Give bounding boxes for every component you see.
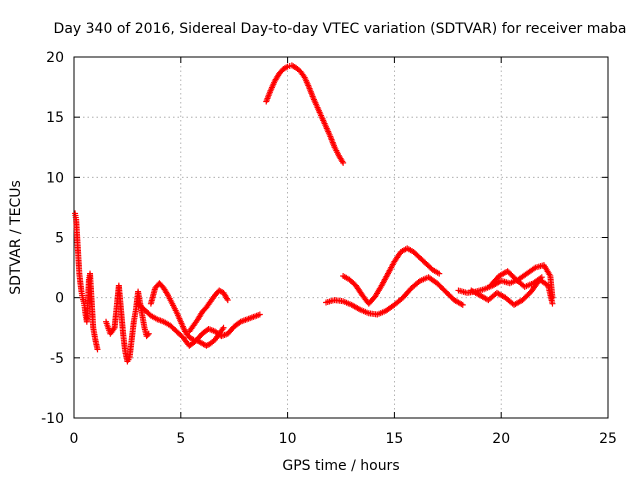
plot-frame (73, 56, 609, 419)
data-point (549, 300, 556, 307)
y-axis-label: SDTVAR / TECUs (8, 180, 24, 295)
data-point (436, 270, 443, 277)
x-tick-label: 0 (70, 431, 79, 447)
series-dip-1 (323, 274, 466, 318)
data-point (538, 274, 545, 281)
x-tick-label: 25 (599, 431, 617, 447)
series-early-scatter (72, 210, 101, 353)
y-tick-label: 5 (55, 231, 64, 247)
data-point (340, 159, 347, 166)
tick-labels: 0 5 10 15 20 25 -10 -5 0 5 10 15 20 (41, 50, 617, 447)
series-arc-a (147, 280, 227, 349)
chart-title: Day 340 of 2016, Sidereal Day-to-day VTE… (54, 21, 627, 37)
x-tick-label: 20 (492, 431, 510, 447)
y-tick-label: 0 (55, 291, 64, 307)
data-point (94, 346, 101, 353)
y-tick-label: 10 (46, 170, 64, 186)
series-hump (340, 245, 443, 307)
data-point (224, 297, 231, 304)
y-tick-label: 20 (46, 50, 64, 66)
data-point (145, 330, 152, 337)
data-points (72, 62, 556, 365)
data-point (256, 311, 263, 318)
y-tick-label: -5 (50, 351, 64, 367)
y-tick-label: 15 (46, 110, 64, 126)
x-tick-label: 5 (176, 431, 185, 447)
x-tick-label: 10 (279, 431, 297, 447)
series-high-arc (263, 62, 347, 166)
x-axis-label: GPS time / hours (282, 458, 399, 474)
y-tick-label: -10 (41, 411, 64, 427)
series-arc-b (135, 300, 263, 349)
data-point (459, 301, 466, 308)
data-point-interp (144, 331, 151, 338)
x-tick-label: 15 (385, 431, 403, 447)
data-point (220, 324, 227, 331)
grid (74, 57, 608, 418)
series-late-3 (487, 268, 545, 290)
series-arc-c (186, 287, 231, 335)
series-scatter-2 (103, 282, 152, 365)
